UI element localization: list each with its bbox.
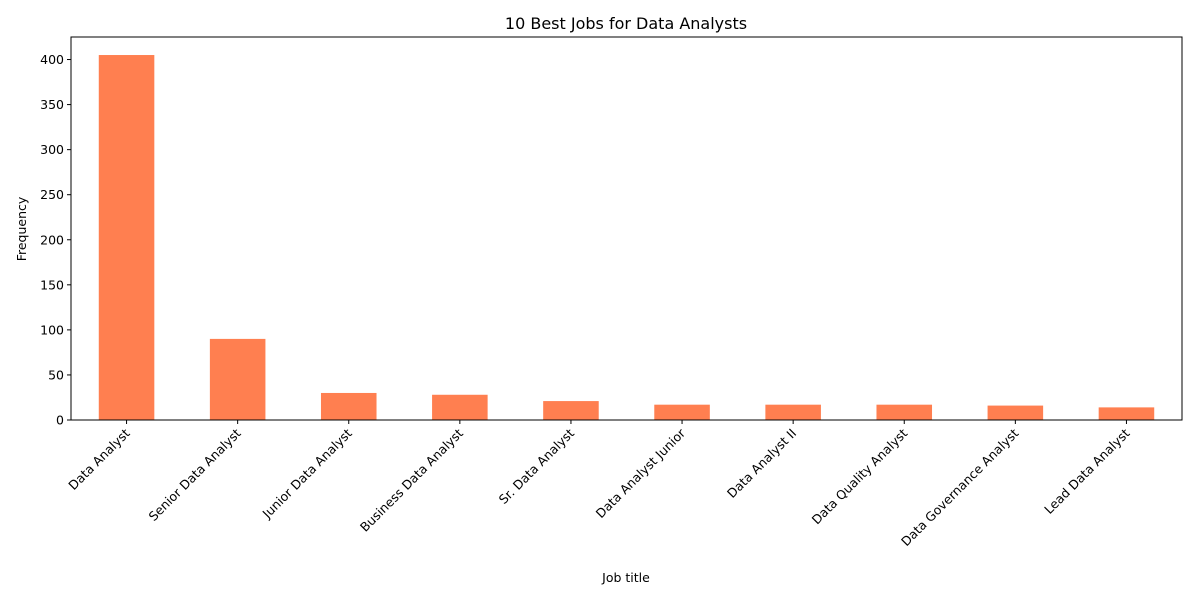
y-tick-label: 100 (40, 322, 64, 337)
bar (209, 338, 266, 420)
y-axis-label: Frequency (14, 196, 29, 261)
x-tick-label: Data Governance Analyst (898, 425, 1022, 549)
chart-title: 10 Best Jobs for Data Analysts (505, 14, 747, 33)
y-tick-label: 150 (40, 277, 64, 292)
bar (1098, 407, 1155, 420)
bar (654, 404, 710, 420)
bar (987, 405, 1044, 420)
x-tick-label: Business Data Analyst (357, 425, 466, 534)
bar (320, 392, 377, 420)
x-axis: Data Analyst Senior Data Analyst Junior Da… (65, 420, 1133, 549)
x-tick-label: Junior Data Analyst (259, 425, 355, 521)
y-tick-label: 250 (40, 187, 64, 202)
x-tick-label: Data Analyst (65, 425, 132, 492)
y-tick-label: 50 (48, 367, 64, 382)
x-tick-label: Data Quality Analyst (809, 425, 911, 527)
x-tick-label: Data Analyst II (724, 426, 799, 501)
bar (432, 394, 488, 420)
x-tick-label: Data Analyst Junior (593, 425, 689, 521)
plot-frame (70, 36, 1183, 421)
plot-area (98, 55, 1155, 420)
x-tick-label: Sr. Data Analyst (496, 425, 577, 506)
y-tick-label: 300 (40, 142, 64, 157)
y-tick-label: 400 (40, 52, 64, 67)
bar (543, 401, 599, 420)
y-tick-label: 0 (56, 413, 64, 428)
bar (98, 55, 155, 420)
bar (876, 404, 933, 420)
x-axis-label: Job title (601, 570, 650, 585)
x-tick-label: Lead Data Analyst (1041, 425, 1132, 516)
x-tick-label: Senior Data Analyst (145, 425, 243, 523)
y-axis: 0 50 100 150 200 250 300 350 400 (40, 52, 71, 428)
y-tick-label: 200 (40, 232, 64, 247)
bar (765, 404, 821, 420)
y-tick-label: 350 (40, 97, 64, 112)
